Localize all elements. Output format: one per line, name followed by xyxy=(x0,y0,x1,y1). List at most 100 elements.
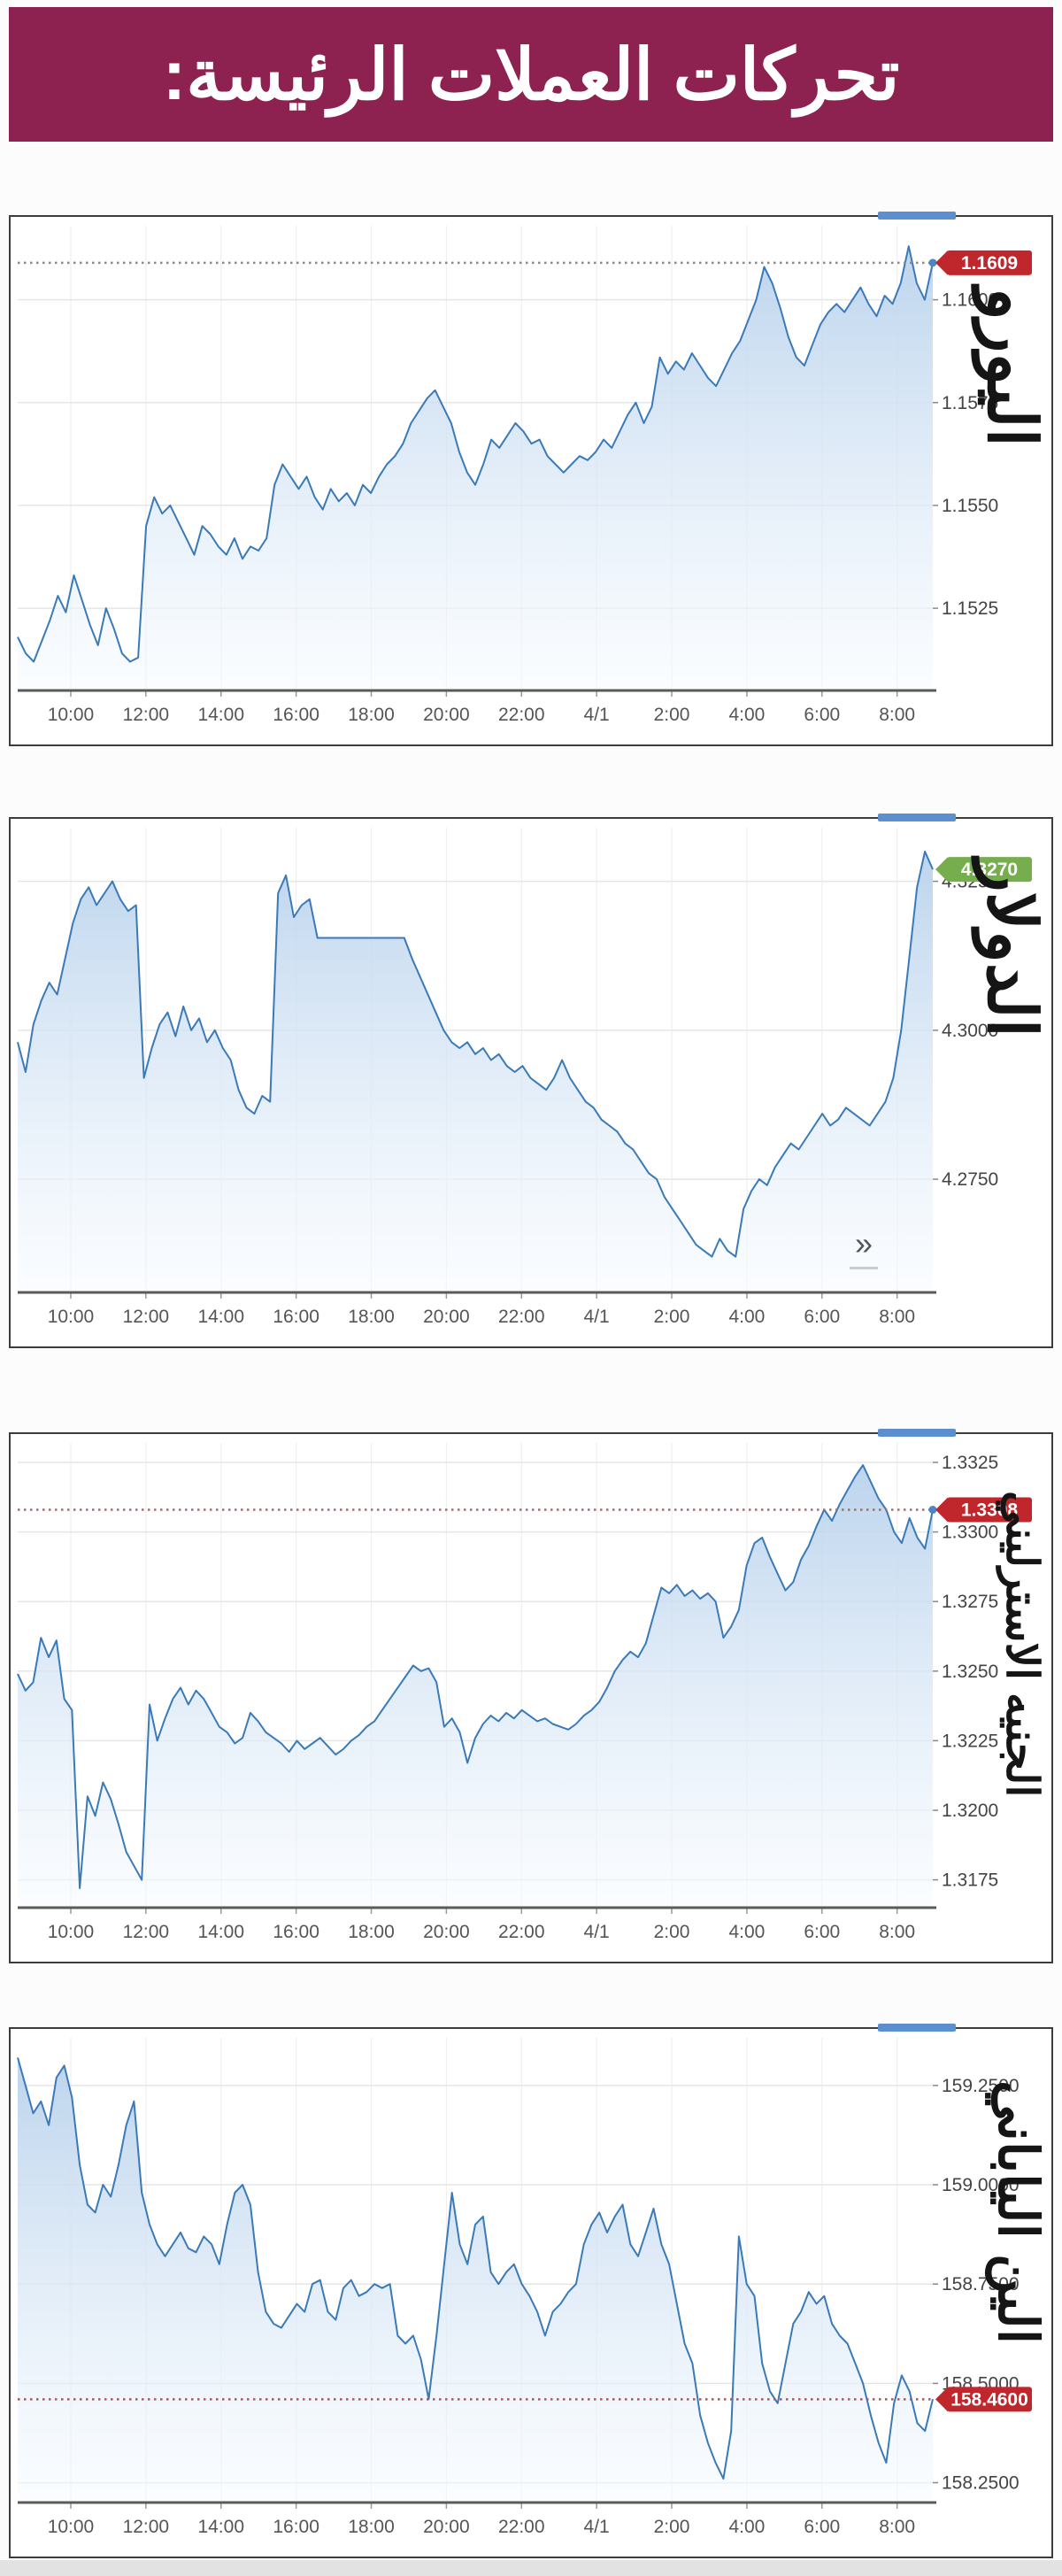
svg-text:8:00: 8:00 xyxy=(879,1922,915,1942)
dollar-chart-plot[interactable]: 10:00 12:00 14:00 16:00 18:00 20:00 22:00 4/1 2:… xyxy=(11,819,1051,1346)
svg-text:20:00: 20:00 xyxy=(423,1922,470,1942)
svg-text:6:00: 6:00 xyxy=(804,2517,840,2537)
svg-text:1.3225: 1.3225 xyxy=(942,1731,998,1751)
svg-text:4/1: 4/1 xyxy=(584,705,610,725)
svg-text:4:00: 4:00 xyxy=(728,2517,765,2537)
currency-name-label: الجنيه الاسترليني xyxy=(997,1491,1047,1798)
svg-text:16:00: 16:00 xyxy=(273,1307,319,1327)
svg-text:1.1575: 1.1575 xyxy=(942,393,998,413)
series-line xyxy=(17,245,934,663)
yen-chart-plot[interactable]: 10:00 12:00 14:00 16:00 18:00 20:00 22:00 4/1 2:… xyxy=(11,2029,1051,2557)
svg-text:18:00: 18:00 xyxy=(348,1307,395,1327)
price-badge: 158.4600 xyxy=(935,2387,1032,2412)
svg-text:16:00: 16:00 xyxy=(273,1922,319,1942)
svg-text:6:00: 6:00 xyxy=(804,1307,840,1327)
svg-text:20:00: 20:00 xyxy=(423,2517,470,2537)
svg-text:1.1609: 1.1609 xyxy=(961,253,1018,274)
chart-scrollbar-handle[interactable] xyxy=(878,212,956,220)
series-line xyxy=(17,1464,934,1889)
svg-text:16:00: 16:00 xyxy=(273,2517,319,2537)
svg-text:12:00: 12:00 xyxy=(123,2517,170,2537)
yen-chart-card: 10:00 12:00 14:00 16:00 18:00 20:00 22:00 4/1 2:… xyxy=(9,2024,1053,2558)
svg-text:2:00: 2:00 xyxy=(654,1307,690,1327)
svg-text:12:00: 12:00 xyxy=(123,1307,170,1327)
series-line xyxy=(17,2057,934,2480)
svg-text:1.3175: 1.3175 xyxy=(942,1870,998,1891)
svg-text:22:00: 22:00 xyxy=(498,2517,545,2537)
expand-chevrons-button[interactable]: » xyxy=(849,1228,878,1269)
svg-text:6:00: 6:00 xyxy=(804,1922,840,1942)
svg-text:18:00: 18:00 xyxy=(348,2517,395,2537)
svg-text:159.0000: 159.0000 xyxy=(942,2175,1020,2195)
current-price-dot xyxy=(928,1505,937,1514)
svg-text:22:00: 22:00 xyxy=(498,705,545,725)
svg-text:4.3000: 4.3000 xyxy=(942,1021,998,1041)
sterling-chart-plot[interactable]: 10:00 12:00 14:00 16:00 18:00 20:00 22:00 4/1 2:… xyxy=(11,1434,1051,1962)
svg-text:16:00: 16:00 xyxy=(273,705,319,725)
svg-text:1.3250: 1.3250 xyxy=(942,1662,998,1682)
svg-text:4:00: 4:00 xyxy=(728,1307,765,1327)
sterling-chart-card: 10:00 12:00 14:00 16:00 18:00 20:00 22:00 4/1 2:… xyxy=(9,1429,1053,1963)
dollar-chart-card: 10:00 12:00 14:00 16:00 18:00 20:00 22:00 4/1 2:… xyxy=(9,814,1053,1348)
svg-text:14:00: 14:00 xyxy=(197,1307,244,1327)
euro-chart-plot[interactable]: 10:00 12:00 14:00 16:00 18:00 20:00 22:00 4/1 2:… xyxy=(11,217,1051,744)
svg-text:4/1: 4/1 xyxy=(584,1307,610,1327)
current-price-dot xyxy=(928,258,937,267)
svg-text:8:00: 8:00 xyxy=(879,705,915,725)
chart-scrollbar-handle[interactable] xyxy=(878,1429,956,1437)
svg-text:1.1550: 1.1550 xyxy=(942,496,998,516)
svg-text:18:00: 18:00 xyxy=(348,705,395,725)
svg-text:12:00: 12:00 xyxy=(123,705,170,725)
footer-strip xyxy=(0,2560,1062,2576)
svg-text:158.7500: 158.7500 xyxy=(942,2274,1020,2294)
svg-text:10:00: 10:00 xyxy=(48,2517,95,2537)
svg-text:4:00: 4:00 xyxy=(728,705,765,725)
svg-text:4/1: 4/1 xyxy=(584,2517,610,2537)
page-title: تحركات العملات الرئيسة: xyxy=(162,35,900,114)
currency-name-label: الدولار xyxy=(974,860,1049,1037)
svg-text:2:00: 2:00 xyxy=(654,1922,690,1942)
svg-text:158.2500: 158.2500 xyxy=(942,2473,1020,2494)
svg-text:1.3275: 1.3275 xyxy=(942,1592,998,1612)
svg-text:8:00: 8:00 xyxy=(879,2517,915,2537)
price-badge: 1.3308 xyxy=(935,1497,1032,1523)
page-title-banner: تحركات العملات الرئيسة: xyxy=(9,7,1053,142)
price-badge: 1.1609 xyxy=(935,250,1032,275)
chart-scrollbar-handle[interactable] xyxy=(878,814,956,821)
svg-text:1.3308: 1.3308 xyxy=(961,1500,1019,1520)
svg-text:10:00: 10:00 xyxy=(48,1307,95,1327)
series-line xyxy=(17,850,934,1258)
svg-text:14:00: 14:00 xyxy=(197,1922,244,1942)
svg-text:18:00: 18:00 xyxy=(348,1922,395,1942)
svg-text:4.2750: 4.2750 xyxy=(942,1169,998,1190)
svg-text:20:00: 20:00 xyxy=(423,705,470,725)
svg-text:4/1: 4/1 xyxy=(584,1922,610,1942)
svg-text:158.4600: 158.4600 xyxy=(950,2389,1028,2410)
svg-text:2:00: 2:00 xyxy=(654,705,690,725)
svg-text:1.3200: 1.3200 xyxy=(942,1801,998,1821)
currency-name-label: اليورو xyxy=(974,288,1049,447)
svg-text:1.3325: 1.3325 xyxy=(942,1453,998,1473)
chart-scrollbar-handle[interactable] xyxy=(878,2024,956,2032)
series-area xyxy=(18,2057,933,2503)
svg-text:4:00: 4:00 xyxy=(728,1922,765,1942)
svg-text:2:00: 2:00 xyxy=(654,2517,690,2537)
svg-text:4.3270: 4.3270 xyxy=(961,860,1018,880)
svg-text:14:00: 14:00 xyxy=(197,2517,244,2537)
svg-text:12:00: 12:00 xyxy=(123,1922,170,1942)
currency-name-label: الين الياباني xyxy=(987,2080,1048,2345)
series-area xyxy=(18,246,933,690)
euro-chart-card: 10:00 12:00 14:00 16:00 18:00 20:00 22:00 4/1 2:… xyxy=(9,212,1053,746)
svg-text:1.1600: 1.1600 xyxy=(942,290,998,311)
series-area xyxy=(18,1465,933,1908)
price-badge: 4.3270 xyxy=(935,857,1032,883)
svg-text:1.1525: 1.1525 xyxy=(942,598,998,619)
svg-text:22:00: 22:00 xyxy=(498,1922,545,1942)
svg-text:1.3300: 1.3300 xyxy=(942,1523,998,1543)
svg-text:8:00: 8:00 xyxy=(879,1307,915,1327)
svg-text:10:00: 10:00 xyxy=(48,705,95,725)
svg-text:20:00: 20:00 xyxy=(423,1307,470,1327)
series-area xyxy=(18,851,933,1292)
svg-text:159.2500: 159.2500 xyxy=(942,2076,1020,2096)
svg-text:10:00: 10:00 xyxy=(48,1922,95,1942)
